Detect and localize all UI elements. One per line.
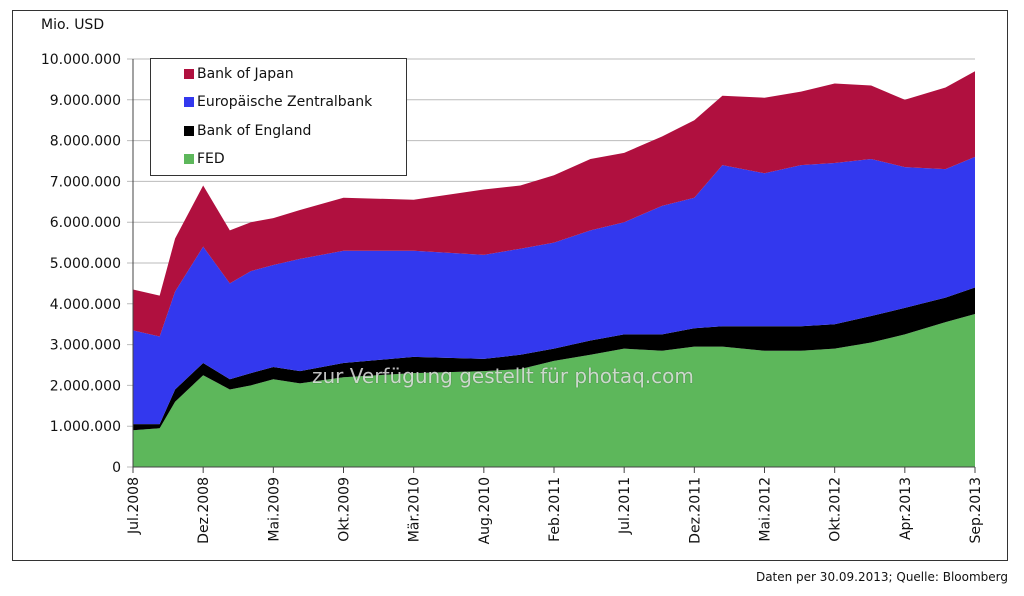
legend-swatch [184,126,194,136]
area-fed [133,314,975,467]
y-tick-label: 7.000.000 [50,174,121,190]
y-tick-label: 0 [112,460,121,476]
x-tick-label: Jul.2008 [126,477,142,535]
x-tick-label: Okt.2012 [828,477,844,542]
area-bank-of-japan [133,71,975,337]
legend-label: Bank of England [197,123,312,139]
legend-swatch [184,154,194,164]
legend-label: FED [197,151,225,167]
y-tick-label: 2.000.000 [50,378,121,394]
x-tick-label: Sep.2013 [968,477,984,543]
legend-item-ezb: Europäische Zentralbank [184,94,372,110]
area-europ-ische-zentralbank [133,156,975,425]
x-tick-label: Feb.2011 [547,477,563,542]
y-tick-label: 8.000.000 [50,134,121,150]
watermark: zur Verfügung gestellt für photaq.com [312,364,694,388]
y-tick-label: 10.000.000 [41,52,121,68]
x-tick-label: Mär.2010 [407,477,423,542]
legend-item-boj: Bank of Japan [184,66,294,82]
legend-label: Bank of Japan [197,66,294,82]
x-tick-label: Mai.2012 [758,477,774,542]
x-tick-label: Okt.2009 [337,477,353,542]
y-tick-label: 1.000.000 [50,419,121,435]
y-tick-label: 4.000.000 [50,297,121,313]
y-tick-label: 9.000.000 [50,93,121,109]
legend-swatch [184,97,194,107]
x-tick-label: Dez.2011 [687,477,703,544]
legend-item-fed: FED [184,151,225,167]
y-axis-label: Mio. USD [41,17,105,33]
x-tick-label: Apr.2013 [898,477,914,540]
x-tick-label: Mai.2009 [266,477,282,542]
x-tick-label: Aug.2010 [477,477,493,544]
x-tick-label: Jul.2011 [617,477,633,535]
chart-frame [12,10,1008,561]
legend-item-boe: Bank of England [184,123,311,139]
y-tick-label: 3.000.000 [50,338,121,354]
source-note: Daten per 30.09.2013; Quelle: Bloomberg [755,570,1008,584]
x-tick-label: Dez.2008 [196,477,212,544]
y-tick-label: 5.000.000 [50,256,121,272]
legend-label: Europäische Zentralbank [197,94,373,110]
y-tick-label: 6.000.000 [50,215,121,231]
area-bank-of-england [133,287,975,431]
legend: Bank of Japan Europäische Zentralbank Ba… [150,58,407,176]
legend-swatch [184,69,194,79]
